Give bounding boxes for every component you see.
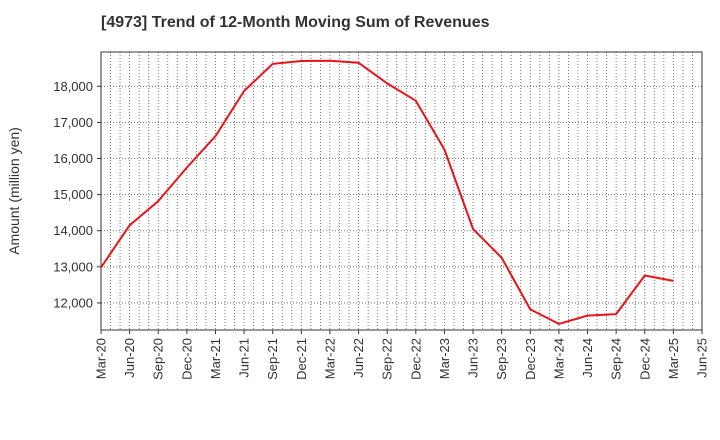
x-tick-label: Mar-24	[551, 338, 566, 379]
y-tick-label: 14,000	[53, 223, 93, 238]
plot-frame	[100, 51, 703, 331]
series-line	[100, 59, 674, 325]
x-tick-label: Sep-22	[380, 338, 395, 380]
y-tick-label: 12,000	[53, 295, 93, 310]
x-tick-label: Jun-23	[466, 338, 481, 378]
x-tick-label: Dec-22	[408, 338, 423, 380]
y-tick-label: 15,000	[53, 187, 93, 202]
series-layer	[100, 59, 674, 325]
x-tick-label: Sep-23	[494, 338, 509, 380]
x-tick-label: Sep-24	[609, 338, 624, 380]
y-tick-label: 17,000	[53, 115, 93, 130]
y-tick-label: 18,000	[53, 79, 93, 94]
y-tick-label: 16,000	[53, 151, 93, 166]
x-tick-label: Jun-20	[122, 338, 137, 378]
x-tick-label: Jun-21	[237, 338, 252, 378]
x-tick-label: Sep-20	[151, 338, 166, 380]
x-tick-label: Dec-23	[523, 338, 538, 380]
x-tick-label: Mar-25	[666, 338, 681, 379]
x-tick-label: Dec-21	[294, 338, 309, 380]
x-tick-label: Mar-23	[437, 338, 452, 379]
x-tick-label: Jun-22	[351, 338, 366, 378]
x-tick-label: Sep-21	[265, 338, 280, 380]
tick-layer: 12,000 13,000 14,000 15,000 16,000 17,000 18,0…	[53, 79, 709, 380]
chart-title: [4973] Trend of 12-Month Moving Sum of R…	[101, 14, 490, 31]
x-tick-label: Jun-24	[580, 338, 595, 378]
x-tick-label: Mar-22	[322, 338, 337, 379]
x-tick-label: Jun-25	[695, 338, 710, 378]
x-tick-label: Dec-20	[179, 338, 194, 380]
x-tick-label: Mar-21	[208, 338, 223, 379]
y-tick-label: 13,000	[53, 259, 93, 274]
x-tick-label: Dec-24	[637, 338, 652, 380]
grid-layer	[101, 52, 702, 330]
x-tick-label: Mar-20	[94, 338, 109, 379]
y-axis-label: Amount (million yen)	[6, 127, 22, 255]
